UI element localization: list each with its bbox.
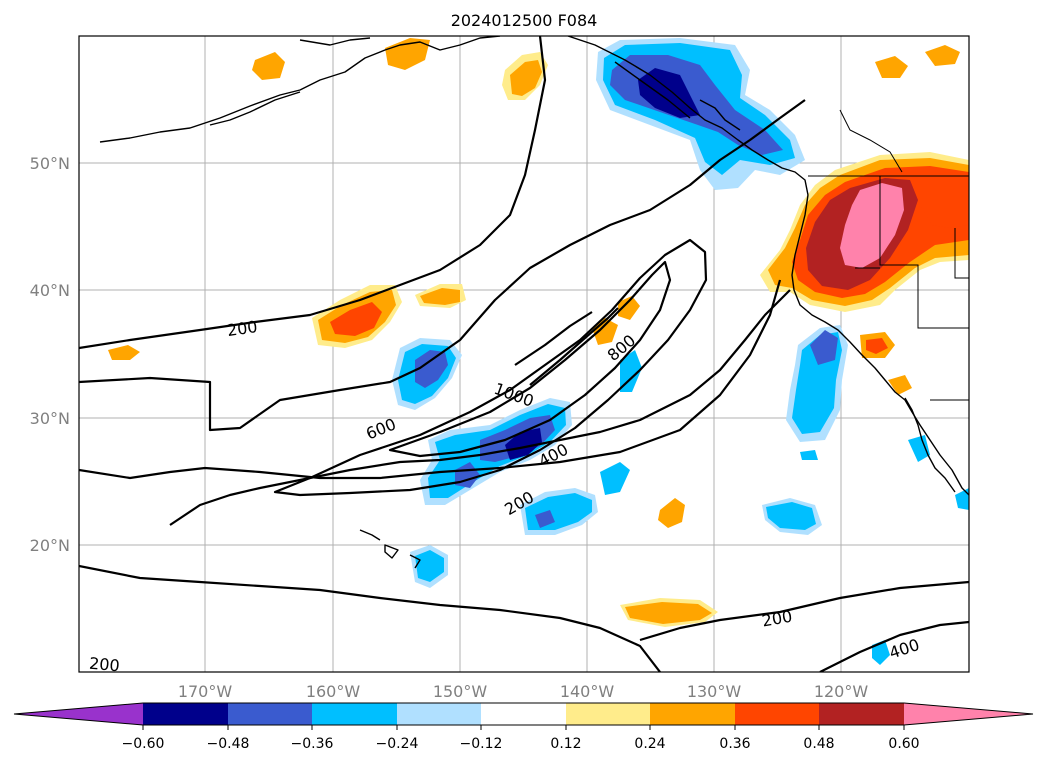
colorbar-segment [312,703,397,725]
colorbar-extend-right [904,703,1033,725]
colorbar-tick-label: −0.12 [460,736,503,752]
colorbar-tick-label: 0.12 [550,736,581,752]
lon-tick-label: 120°W [814,682,869,701]
colorbar-segment [566,703,650,725]
map-content: 200 600 1000 800 400 200 200 400 200 [79,36,969,676]
colorbar-ticks [142,725,905,730]
lon-tick-label: 130°W [687,682,742,701]
colorbar-segment [481,703,566,725]
colorbar-tick-label: −0.36 [291,736,334,752]
lat-tick-label: 30°N [30,409,70,428]
contour-label: 200 [226,317,259,340]
colorbar-segment [228,703,312,725]
coastlines [99,36,969,569]
colorbar-tick-label: 0.60 [888,736,919,752]
colorbar-tick-label: 0.36 [719,736,750,752]
map-title: 2024012500 F084 [451,11,598,30]
map-frame [78,35,970,673]
contour-label: 200 [88,654,120,676]
contour-lines [79,36,969,672]
colorbar: −0.60 −0.48 −0.36 −0.24 −0.12 0.12 0.24 … [13,702,1034,752]
colorbar-extend-left [14,703,143,725]
lon-tick-label: 140°W [560,682,615,701]
colorbar-tick-label: 0.24 [634,736,665,752]
colorbar-tick-label: −0.24 [376,736,419,752]
borders [808,109,969,401]
lat-tick-label: 20°N [30,536,70,555]
colorbar-segment [143,703,228,725]
lat-tick-labels: 50°N 40°N 30°N 20°N [30,154,70,555]
colorbar-segment [397,703,481,725]
lon-tick-label: 170°W [178,682,233,701]
lon-tick-label: 160°W [306,682,361,701]
colorbar-tick-labels: −0.60 −0.48 −0.36 −0.24 −0.12 0.12 0.24 … [122,736,920,752]
colorbar-segment [819,703,904,725]
filled-contours [108,38,969,665]
lat-tick-label: 40°N [30,281,70,300]
colorbar-segment [735,703,819,725]
lon-tick-labels: 170°W 160°W 150°W 140°W 130°W 120°W [178,682,869,701]
colorbar-tick-label: −0.60 [122,736,165,752]
lat-tick-label: 50°N [30,154,70,173]
colorbar-tick-label: −0.48 [207,736,250,752]
colorbar-tick-label: 0.48 [803,736,834,752]
lon-tick-label: 150°W [433,682,488,701]
contour-labels: 200 600 1000 800 400 200 200 400 200 [88,317,921,676]
colorbar-segment [650,703,735,725]
